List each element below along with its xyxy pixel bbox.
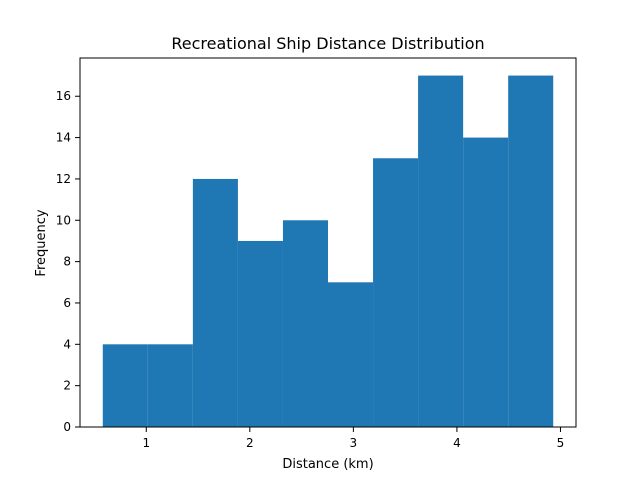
x-tick-label: 2 — [246, 436, 254, 450]
y-axis-ticks: 0 2 4 6 8 10 12 14 16 — [56, 89, 80, 434]
histogram-bar-5 — [328, 282, 374, 427]
y-tick-label: 0 — [63, 420, 71, 434]
x-tick-label: 3 — [350, 436, 358, 450]
histogram-bar-3 — [237, 240, 283, 427]
y-tick-label: 10 — [56, 213, 71, 227]
histogram-bar-1 — [147, 344, 193, 427]
y-tick-label: 8 — [63, 255, 71, 269]
x-axis-label: Distance (km) — [282, 457, 373, 472]
histogram-bar-6 — [373, 158, 419, 427]
y-tick-label: 16 — [56, 89, 71, 103]
histogram-bar-2 — [192, 178, 238, 427]
x-tick-label: 1 — [142, 436, 150, 450]
plot-frame — [79, 57, 577, 428]
chart-title: Recreational Ship Distance Distribution — [171, 34, 484, 53]
y-tick-label: 6 — [63, 296, 71, 310]
histogram-bar-8 — [463, 137, 509, 427]
histogram-bar-4 — [282, 220, 328, 427]
y-tick-label: 12 — [56, 172, 71, 186]
y-tick-label: 14 — [56, 131, 71, 145]
histogram-bar-9 — [508, 75, 554, 428]
y-axis-label: Frequency — [34, 209, 49, 276]
x-tick-label: 4 — [453, 436, 461, 450]
histogram-bar-0 — [102, 344, 148, 427]
y-tick-label: 4 — [63, 337, 71, 351]
x-axis-ticks: 1 2 3 4 5 — [142, 427, 564, 450]
histogram-bar-7 — [418, 75, 464, 428]
x-tick-label: 5 — [557, 436, 565, 450]
y-tick-label: 2 — [63, 379, 71, 393]
bars-group — [102, 75, 554, 428]
